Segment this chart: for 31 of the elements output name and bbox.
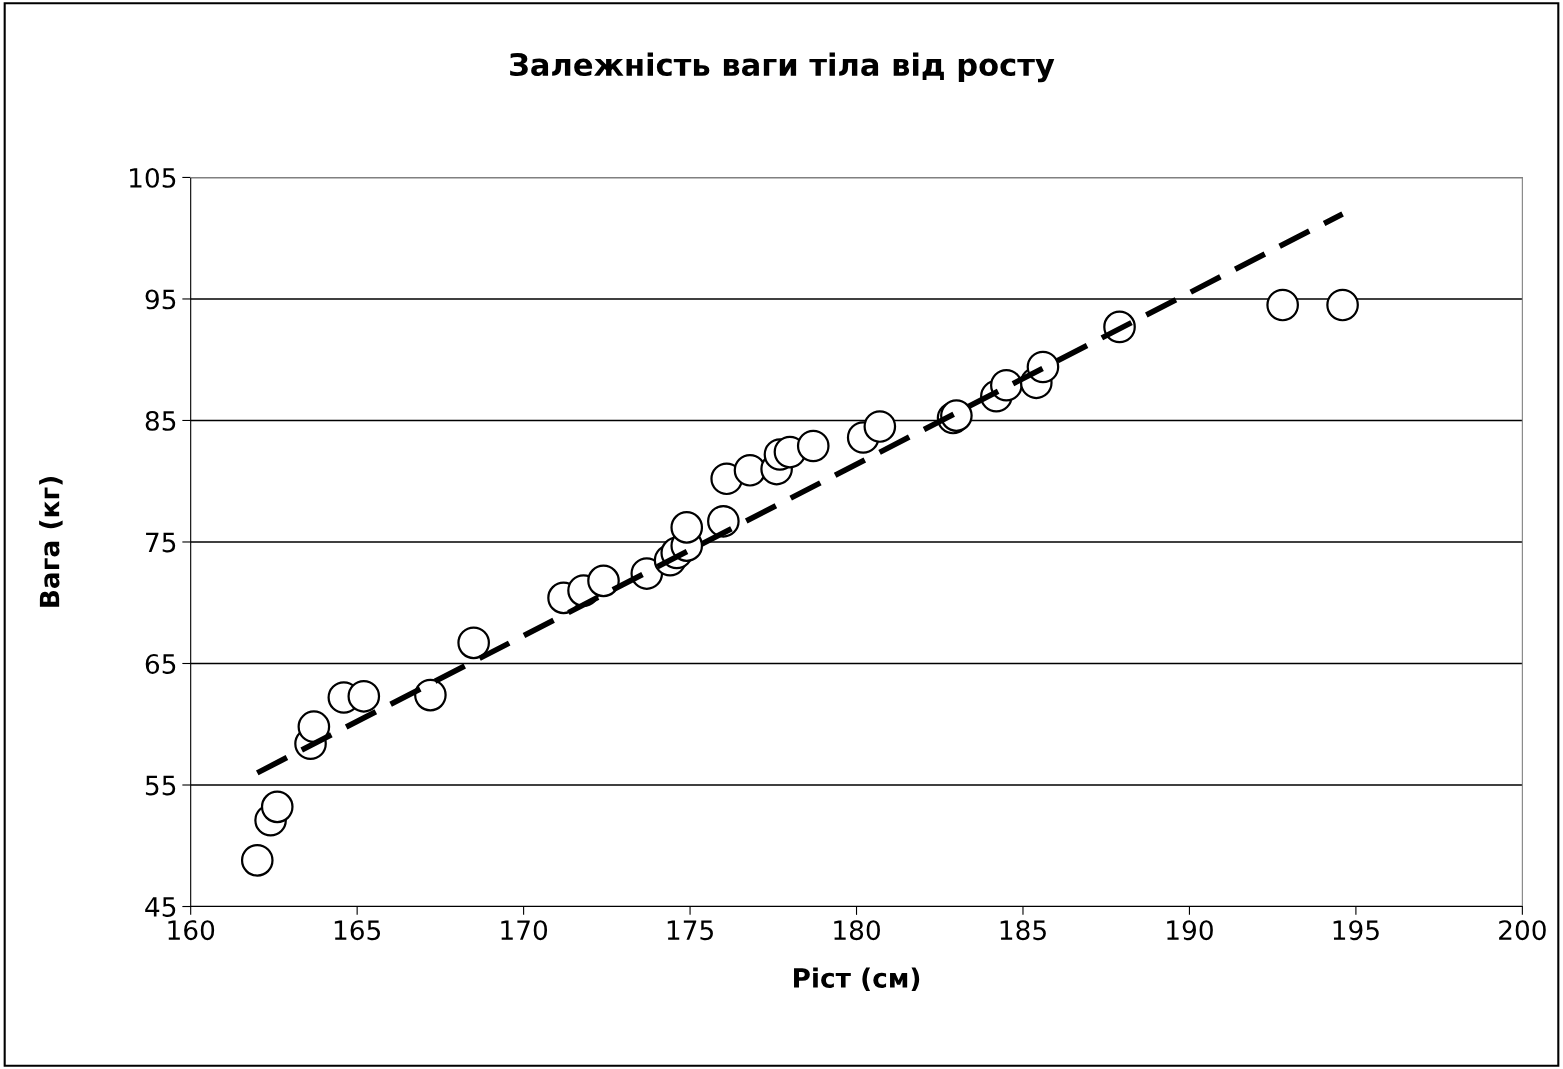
- point: [587, 564, 620, 598]
- y-tick-label: 105: [130, 167, 176, 188]
- y-tick-label: 55: [145, 775, 176, 796]
- x-tick-label: 165: [334, 920, 381, 941]
- point: [1326, 288, 1359, 322]
- y-tick-label: 65: [145, 653, 176, 674]
- x-tick-label: 175: [667, 920, 713, 941]
- chart-title: Залежність ваги тіла від росту: [510, 52, 1055, 83]
- y-tick-label: 95: [145, 289, 176, 310]
- point: [260, 790, 294, 824]
- point: [240, 844, 274, 877]
- point: [670, 511, 704, 544]
- point: [297, 710, 331, 743]
- x-tick-label: 170: [501, 920, 548, 941]
- x-tick-label: 200: [1499, 920, 1546, 941]
- y-tick-label: 45: [145, 897, 176, 917]
- x-tick-label: 195: [1333, 920, 1379, 941]
- x-tick-label: 185: [1000, 920, 1046, 941]
- x-tick-label: 180: [834, 920, 880, 941]
- point: [347, 679, 381, 713]
- x-tick-label: 190: [1167, 920, 1213, 941]
- point: [863, 410, 897, 443]
- point: [1266, 288, 1299, 322]
- y-tick-label: 85: [145, 410, 176, 431]
- y-axis-title: Вага (кг): [39, 476, 63, 607]
- x-tick-label: 160: [168, 920, 215, 941]
- point: [796, 429, 830, 463]
- point: [457, 626, 490, 660]
- point: [414, 678, 447, 712]
- x-axis-title: Ріст (см): [794, 967, 920, 991]
- y-tick-label: 75: [146, 532, 176, 553]
